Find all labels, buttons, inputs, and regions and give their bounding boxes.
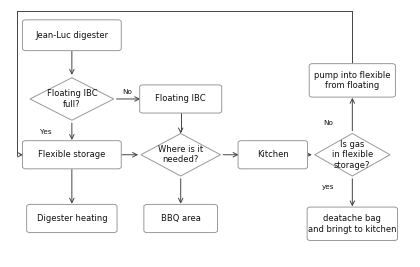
FancyBboxPatch shape bbox=[140, 85, 222, 113]
FancyBboxPatch shape bbox=[22, 20, 121, 51]
Polygon shape bbox=[315, 134, 390, 176]
Text: BBQ area: BBQ area bbox=[161, 214, 201, 223]
Text: pump into flexible
from floating: pump into flexible from floating bbox=[314, 71, 391, 90]
Text: Digester heating: Digester heating bbox=[37, 214, 107, 223]
FancyBboxPatch shape bbox=[307, 207, 398, 241]
FancyBboxPatch shape bbox=[238, 141, 307, 169]
Text: Is gas
in flexible
storage?: Is gas in flexible storage? bbox=[332, 140, 373, 170]
FancyBboxPatch shape bbox=[144, 205, 218, 233]
Text: deatache bag
and bringt to kitchen: deatache bag and bringt to kitchen bbox=[308, 214, 396, 234]
Polygon shape bbox=[30, 78, 114, 120]
FancyBboxPatch shape bbox=[22, 141, 121, 169]
Text: yes: yes bbox=[322, 184, 335, 190]
Text: Yes: Yes bbox=[40, 128, 52, 135]
Text: Flexible storage: Flexible storage bbox=[38, 150, 105, 159]
FancyBboxPatch shape bbox=[309, 64, 396, 97]
Text: Jean-Luc digester: Jean-Luc digester bbox=[35, 31, 108, 40]
Text: Floating IBC: Floating IBC bbox=[155, 95, 206, 104]
Text: Floating IBC
full?: Floating IBC full? bbox=[47, 89, 97, 109]
Text: No: No bbox=[324, 120, 333, 126]
FancyBboxPatch shape bbox=[26, 205, 117, 233]
Text: Kitchen: Kitchen bbox=[257, 150, 289, 159]
Text: Where is it
needed?: Where is it needed? bbox=[158, 145, 203, 164]
Text: No: No bbox=[122, 89, 132, 95]
Polygon shape bbox=[141, 134, 220, 176]
